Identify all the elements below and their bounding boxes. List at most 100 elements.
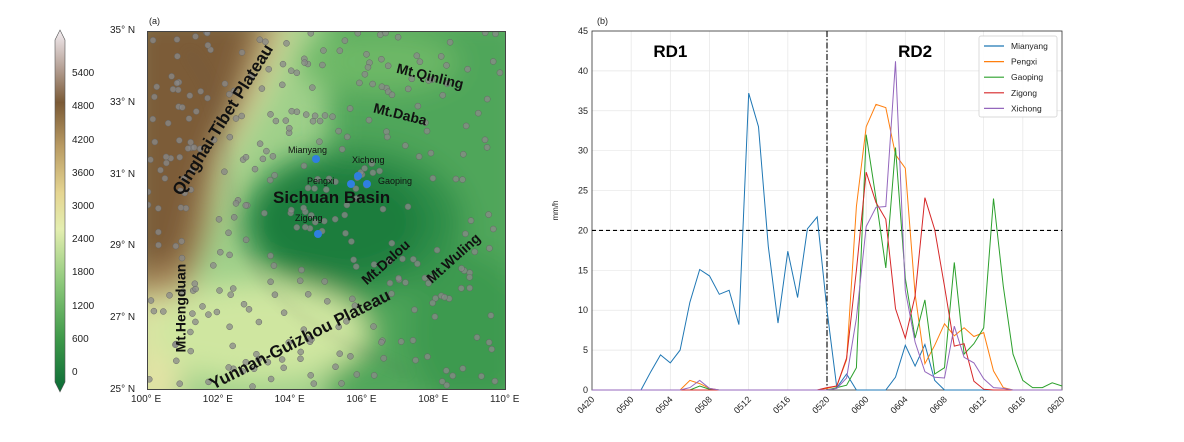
station-label-xichong: Xichong <box>352 155 385 165</box>
rain-gauge-marker <box>331 215 339 223</box>
rain-gauge-marker <box>354 32 362 37</box>
x-tick-label: 0616 <box>1006 394 1027 415</box>
rain-gauge-marker <box>205 378 212 386</box>
rain-gauge-marker <box>443 62 450 69</box>
rain-gauge-marker <box>336 350 343 357</box>
rain-gauge-marker <box>361 71 369 78</box>
legend-label: Xichong <box>1011 103 1042 113</box>
legend-label: Zigong <box>1011 88 1037 98</box>
rain-gauge-marker <box>427 149 435 157</box>
rain-gauge-marker <box>309 84 316 91</box>
rain-gauge-marker <box>323 186 330 193</box>
rain-gauge-marker <box>462 122 470 130</box>
rain-gauge-marker <box>179 104 186 111</box>
rain-gauge-marker <box>462 230 469 238</box>
rain-gauge-marker <box>149 115 157 123</box>
rain-gauge-marker <box>161 175 169 182</box>
rain-gauge-marker <box>178 254 186 262</box>
annotation-rd1: RD1 <box>653 42 687 61</box>
rain-gauge-marker <box>335 127 342 135</box>
legend-label: Mianyang <box>1011 41 1048 51</box>
rain-gauge-marker <box>179 288 187 295</box>
rain-gauge-marker <box>466 274 473 281</box>
station-label-zigong: Zigong <box>295 213 323 223</box>
rain-gauge-marker <box>188 167 196 174</box>
rain-gauge-marker <box>258 85 266 92</box>
lat-tick: 31° N <box>110 168 136 180</box>
rain-gauge-marker <box>190 144 198 151</box>
rain-gauge-marker <box>316 138 323 145</box>
rain-gauge-marker <box>148 297 155 304</box>
colorbar-tick: 3600 <box>72 167 95 179</box>
rain-gauge-marker <box>412 356 419 364</box>
rain-gauge-marker <box>251 165 259 173</box>
rain-gauge-marker <box>263 147 270 155</box>
rain-gauge-marker <box>369 169 377 176</box>
rain-gauge-marker <box>394 33 402 41</box>
rain-gauge-marker <box>151 138 159 146</box>
rain-gauge-marker <box>204 32 211 37</box>
rain-gauge-marker <box>187 328 194 336</box>
rain-gauge-marker <box>329 113 336 120</box>
rain-gauge-marker <box>382 32 389 37</box>
series-line-mianyang <box>592 93 1062 391</box>
rain-gauge-marker <box>172 341 179 349</box>
rain-gauge-marker <box>178 238 185 245</box>
rain-gauge-marker <box>300 204 307 212</box>
rain-gauge-marker <box>458 265 465 272</box>
rain-gauge-marker <box>249 383 256 389</box>
rain-gauge-marker <box>173 36 181 43</box>
rain-gauge-marker <box>300 162 308 170</box>
rain-gauge-marker <box>338 146 346 153</box>
rain-gauge-marker <box>414 102 422 110</box>
colorbar-tick: 5400 <box>72 68 95 80</box>
y-tick-label: 5 <box>583 345 588 355</box>
rain-gauge-marker <box>242 202 250 209</box>
rain-gauge-marker <box>164 119 172 127</box>
rain-gauge-marker <box>225 364 232 371</box>
chart-panel-label: (b) <box>597 16 608 26</box>
rain-gauge-marker <box>285 339 293 346</box>
rain-gauge-marker <box>481 32 489 36</box>
rain-gauge-marker <box>261 209 268 217</box>
rain-gauge-marker <box>301 59 308 66</box>
rain-gauge-marker <box>230 87 238 95</box>
rain-gauge-marker <box>452 175 460 183</box>
rain-gauge-marker <box>439 92 446 99</box>
rain-gauge-marker <box>441 293 448 301</box>
rain-gauge-marker <box>376 167 383 175</box>
y-tick-label: 0 <box>583 385 588 395</box>
rain-gauge-marker <box>311 185 318 192</box>
rain-gauge-marker <box>186 92 194 99</box>
rain-gauge-marker <box>283 40 290 47</box>
rain-gauge-marker <box>293 69 301 77</box>
x-tick-label: 0604 <box>889 394 910 415</box>
rain-gauge-marker <box>255 318 263 326</box>
rain-gauge-marker <box>308 212 315 219</box>
rain-gauge-marker <box>408 75 416 83</box>
rain-gauge-marker <box>227 291 234 298</box>
label-sichuan-basin: Sichuan Basin <box>273 188 391 207</box>
y-tick-label: 45 <box>578 26 588 36</box>
rain-gauge-marker <box>425 280 432 287</box>
rain-gauge-marker <box>399 255 406 263</box>
rain-gauge-marker <box>293 224 301 231</box>
rain-gauge-marker <box>242 153 250 161</box>
rain-gauge-marker <box>363 51 370 58</box>
rain-gauge-marker <box>270 262 278 269</box>
rain-gauge-marker <box>172 242 180 250</box>
rain-gauge-marker <box>288 206 295 214</box>
rain-gauge-marker <box>438 378 446 385</box>
station-label-mianyang: Mianyang <box>288 145 328 155</box>
rain-gauge-marker <box>148 201 152 209</box>
rain-gauge-marker <box>395 274 402 282</box>
rain-gauge-marker <box>191 280 199 287</box>
lon-tick: 100° E <box>131 394 162 405</box>
rain-gauge-marker <box>307 32 315 37</box>
rain-gauge-marker <box>449 372 456 380</box>
rain-gauge-marker <box>368 160 376 167</box>
rain-gauge-marker <box>187 186 195 193</box>
rain-gauge-marker <box>250 365 258 373</box>
rain-gauge-marker <box>370 261 378 268</box>
rain-gauge-marker <box>225 229 232 237</box>
